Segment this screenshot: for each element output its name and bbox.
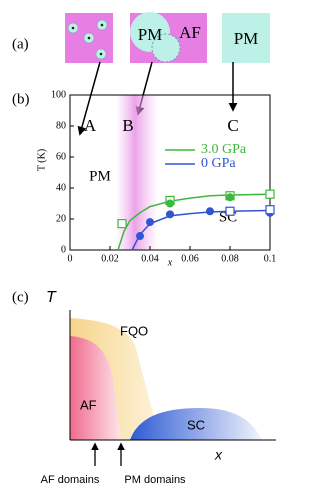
box-text: AF	[179, 23, 201, 42]
fit-curve	[117, 193, 271, 251]
x-tick-label: 0.04	[141, 253, 159, 264]
domains	[67, 19, 108, 60]
marker	[117, 219, 127, 229]
y-tick-label: 60	[56, 151, 66, 162]
axis-label: x	[214, 447, 223, 463]
chart: 0 0.02 0.04 0.06 0.08 0.1 0 20 40 60 80 100 x T (K) A B…	[36, 89, 276, 268]
y-tick-label: 20	[56, 213, 66, 224]
marker	[166, 199, 174, 208]
marker	[136, 232, 144, 241]
region-label: FQO	[120, 323, 148, 338]
annotation: C	[227, 116, 238, 135]
marker	[265, 189, 275, 199]
y-tick-label: 0	[61, 244, 66, 255]
pm-domain	[151, 33, 181, 63]
x-tick-label: 0	[68, 253, 73, 264]
x-tick-label: 0.06	[181, 253, 199, 264]
marker	[166, 210, 174, 219]
annotation: A	[84, 116, 97, 135]
marker	[226, 193, 234, 202]
annotation: B	[122, 116, 133, 135]
legend-label: 0 GPa	[201, 156, 236, 171]
marker	[146, 218, 154, 227]
marker	[265, 205, 275, 215]
legend-label: 3.0 GPa	[201, 142, 247, 157]
arrow-label: PM domains	[124, 474, 186, 486]
x-tick-label: 0.02	[101, 253, 119, 264]
y-tick-label: 100	[51, 89, 66, 100]
panel-label: (c)	[12, 289, 29, 305]
marker	[206, 207, 214, 216]
box-text: PM	[138, 25, 163, 44]
region-label: AF	[80, 397, 97, 412]
x-tick-label: 0.08	[221, 253, 239, 264]
domain-cores	[71, 23, 104, 56]
x-tick-label: 0.1	[264, 253, 277, 264]
panel-label: (a)	[12, 36, 29, 52]
sc-region	[130, 408, 262, 440]
y-axis-label: T (K)	[36, 149, 47, 171]
x-axis-label: x	[167, 257, 173, 268]
af-region	[70, 336, 121, 440]
region-label: SC	[187, 417, 205, 432]
figure: (a) PM AF PM (b) 0 0.02 0.04 0.06 0.08 0.1 0 20…	[12, 12, 276, 486]
y-tick-label: 40	[56, 182, 66, 193]
arrow-label: AF domains	[41, 474, 100, 486]
panel-label: (b)	[12, 91, 30, 107]
annotation: PM	[89, 168, 111, 184]
box-text: PM	[234, 29, 259, 48]
arrows	[91, 442, 125, 466]
marker	[225, 206, 235, 216]
domain-box	[222, 13, 270, 63]
axis-label: T	[46, 289, 57, 306]
y-tick-label: 80	[56, 120, 66, 131]
plot-frame	[69, 94, 271, 251]
